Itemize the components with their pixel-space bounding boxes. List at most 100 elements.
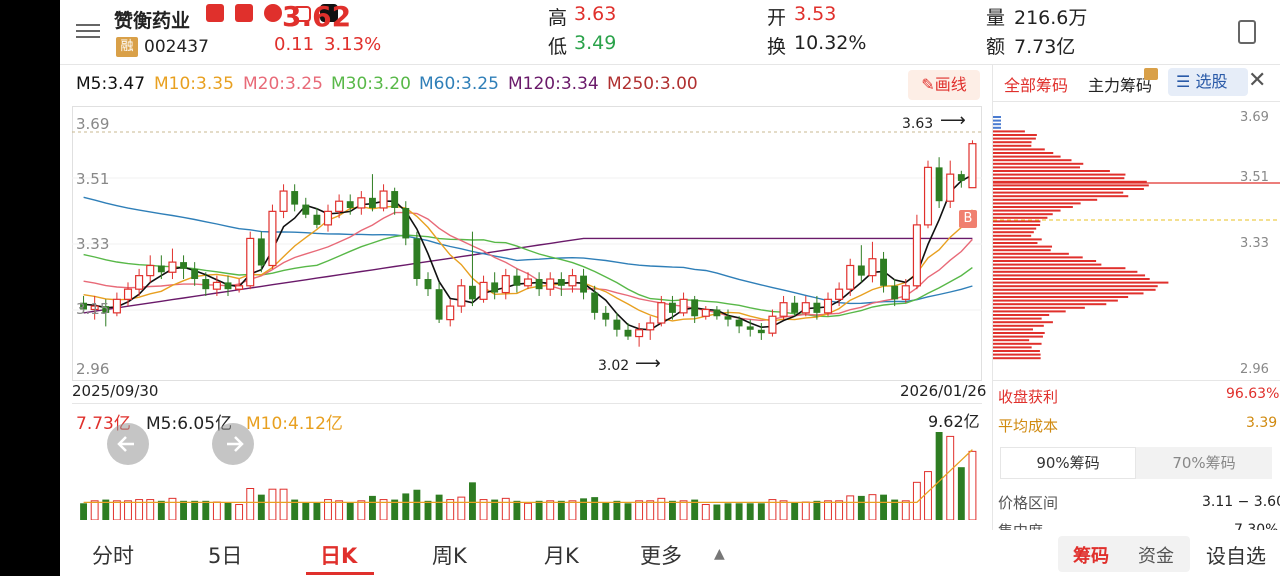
chip-bar — [993, 267, 1125, 269]
turnover-label: 换 — [767, 32, 786, 59]
amount-value: 7.73亿 — [1014, 32, 1075, 59]
select-stock-button[interactable]: ☰ 选股 — [1168, 68, 1248, 96]
chip90-tab[interactable]: 90%筹码 — [1000, 447, 1136, 479]
ma60-value: M60:3.25 — [419, 74, 499, 94]
ma10-value: M10:3.35 — [154, 74, 234, 94]
tab-monthly-k[interactable]: 月K — [544, 540, 579, 570]
tab-all-chips[interactable]: 全部筹码 — [1004, 72, 1068, 96]
candle — [158, 255, 165, 279]
chips-button-label: 筹码 — [1073, 542, 1109, 568]
chip-bar — [993, 249, 1051, 251]
back-menu-icon[interactable] — [74, 20, 104, 42]
ma30-value: M30:3.20 — [331, 74, 411, 94]
volume-bar — [669, 501, 676, 520]
message-icon[interactable] — [206, 4, 224, 22]
chip-bar — [993, 163, 1083, 165]
volume-bar — [236, 505, 243, 520]
share-icon[interactable] — [264, 4, 282, 22]
avg-cost-value: 3.39 — [1246, 415, 1277, 431]
volume-bar — [436, 495, 443, 520]
chip-bar — [993, 282, 1168, 284]
caret-up-icon[interactable]: ▲ — [714, 546, 725, 562]
candle — [936, 157, 943, 208]
chip-bar — [993, 199, 1097, 201]
tab-daily-k[interactable]: 日K — [320, 540, 357, 570]
open-label: 开 — [767, 3, 786, 30]
volume-bar — [969, 451, 976, 520]
chip-bar — [993, 235, 1031, 237]
high-value: 3.63 — [574, 3, 616, 25]
volume-bar — [880, 495, 887, 520]
next-arrow-button[interactable] — [212, 423, 254, 465]
volume-bar — [713, 505, 720, 520]
candle — [291, 184, 298, 211]
volume-bar — [469, 482, 476, 520]
candle — [925, 161, 932, 229]
chip-bar — [993, 170, 1110, 172]
avg-cost-label: 平均成本 — [998, 415, 1058, 436]
landscape-icon[interactable] — [1238, 20, 1256, 44]
volume-bar — [680, 501, 687, 520]
tab-main-chips[interactable]: 主力筹码 — [1088, 72, 1152, 96]
chip-bar — [993, 300, 1118, 302]
close-icon[interactable]: ✕ — [1248, 68, 1266, 93]
volume-bar — [658, 498, 665, 520]
volume-bar — [202, 501, 209, 520]
y-label-top: 3.69 — [76, 115, 109, 133]
min-price-label: 3.02 — [598, 358, 629, 374]
tab-intraday[interactable]: 分时 — [92, 540, 134, 570]
volume-label: 量 — [986, 3, 1005, 30]
volume-bar — [647, 501, 654, 520]
ma120-value: M120:3.34 — [508, 74, 599, 94]
candle — [369, 174, 376, 211]
custom-select-button[interactable]: 设自选 — [1206, 540, 1266, 569]
chip-bar — [993, 192, 1123, 194]
chip-bar — [993, 292, 1144, 294]
volume-bar — [913, 482, 920, 520]
draw-line-button[interactable]: ✎画线 — [908, 70, 980, 100]
candle — [169, 249, 176, 279]
chip-bar — [993, 339, 1029, 341]
chip-bar — [993, 206, 1073, 208]
candle — [602, 306, 609, 326]
candle — [636, 323, 643, 347]
chip-y-3: 3.33 — [1240, 236, 1269, 251]
tab-more[interactable]: 更多 — [640, 540, 682, 570]
volume-bar — [225, 502, 232, 520]
volume-bar — [113, 501, 120, 520]
chip-y-top: 3.69 — [1240, 110, 1269, 125]
volume-bar — [625, 503, 632, 520]
candle — [769, 309, 776, 336]
chip-bar — [993, 285, 1158, 287]
volume-bar — [569, 501, 576, 520]
chip-bar — [993, 188, 1144, 190]
chip-bar — [993, 202, 1081, 204]
chip-bar — [993, 271, 1137, 273]
buy-marker[interactable]: B — [959, 210, 977, 228]
candle — [269, 205, 276, 269]
candle — [325, 205, 332, 232]
chip-bar — [993, 357, 1041, 359]
volume-bar — [402, 493, 409, 520]
chip-bar — [993, 141, 1032, 143]
chip70-tab[interactable]: 70%筹码 — [1136, 447, 1272, 479]
funds-button[interactable]: 资金 — [1138, 542, 1174, 568]
prev-arrow-button[interactable] — [107, 423, 149, 465]
volume-bar — [191, 501, 198, 520]
chip-bar — [993, 325, 1044, 327]
volume-bar — [736, 503, 743, 520]
kline-chart[interactable] — [72, 106, 982, 381]
candle — [825, 293, 832, 317]
trend-icon[interactable] — [235, 4, 253, 22]
candle — [191, 262, 198, 286]
candle — [558, 272, 565, 296]
volume-bar — [169, 498, 176, 520]
chip-bar — [993, 120, 1001, 122]
tab-weekly-k[interactable]: 周K — [432, 540, 467, 570]
ma20-value: M20:3.25 — [243, 74, 323, 94]
chip-bar — [993, 246, 1052, 248]
tab-5day[interactable]: 5日 — [208, 540, 242, 570]
chip-y-bottom: 2.96 — [1240, 362, 1269, 377]
volume-bar — [947, 436, 954, 520]
volume-bar — [836, 501, 843, 520]
